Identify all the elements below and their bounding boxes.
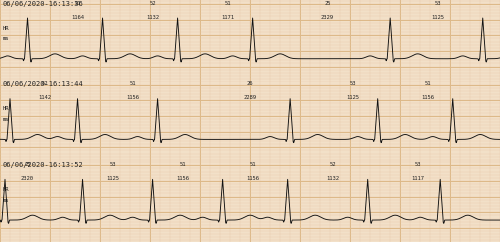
- Text: 51: 51: [129, 82, 136, 86]
- Text: HR: HR: [2, 26, 9, 31]
- Text: 1125: 1125: [431, 15, 444, 20]
- Text: 06/06/2020-16:13:36: 06/06/2020-16:13:36: [2, 1, 83, 7]
- Text: HR: HR: [2, 187, 9, 192]
- Text: 26: 26: [247, 82, 254, 86]
- Text: 1125: 1125: [106, 176, 119, 181]
- Text: 1125: 1125: [346, 95, 359, 100]
- Text: 52: 52: [329, 162, 336, 167]
- Text: 53: 53: [434, 1, 441, 6]
- Text: 1156: 1156: [126, 95, 139, 100]
- Text: 53: 53: [414, 162, 421, 167]
- Text: 53: 53: [109, 162, 116, 167]
- Text: 51: 51: [224, 1, 231, 6]
- Text: 25: 25: [24, 162, 31, 167]
- Text: 1132: 1132: [146, 15, 159, 20]
- Text: 52: 52: [149, 1, 156, 6]
- Text: 51: 51: [74, 1, 81, 6]
- Text: 1132: 1132: [326, 176, 339, 181]
- Text: 2329: 2329: [321, 15, 334, 20]
- Text: 25: 25: [324, 1, 331, 6]
- Text: 1171: 1171: [221, 15, 234, 20]
- Text: 1164: 1164: [71, 15, 84, 20]
- Text: HR: HR: [2, 106, 9, 112]
- Text: 51: 51: [249, 162, 256, 167]
- Text: 1156: 1156: [421, 95, 434, 100]
- Text: 51: 51: [179, 162, 186, 167]
- Text: 53: 53: [349, 82, 356, 86]
- Text: ms: ms: [2, 198, 9, 203]
- Text: 2320: 2320: [21, 176, 34, 181]
- Text: 06/06/2020-16:13:52: 06/06/2020-16:13:52: [2, 162, 83, 168]
- Text: 51: 51: [424, 82, 431, 86]
- Text: 1117: 1117: [411, 176, 424, 181]
- Text: ms: ms: [2, 117, 9, 122]
- Text: 06/06/2020-16:13:44: 06/06/2020-16:13:44: [2, 82, 83, 87]
- Text: 1142: 1142: [38, 95, 52, 100]
- Text: 52: 52: [42, 82, 48, 86]
- Text: 1156: 1156: [246, 176, 259, 181]
- Text: 2289: 2289: [244, 95, 256, 100]
- Text: 1156: 1156: [176, 176, 189, 181]
- Text: ms: ms: [2, 36, 9, 41]
